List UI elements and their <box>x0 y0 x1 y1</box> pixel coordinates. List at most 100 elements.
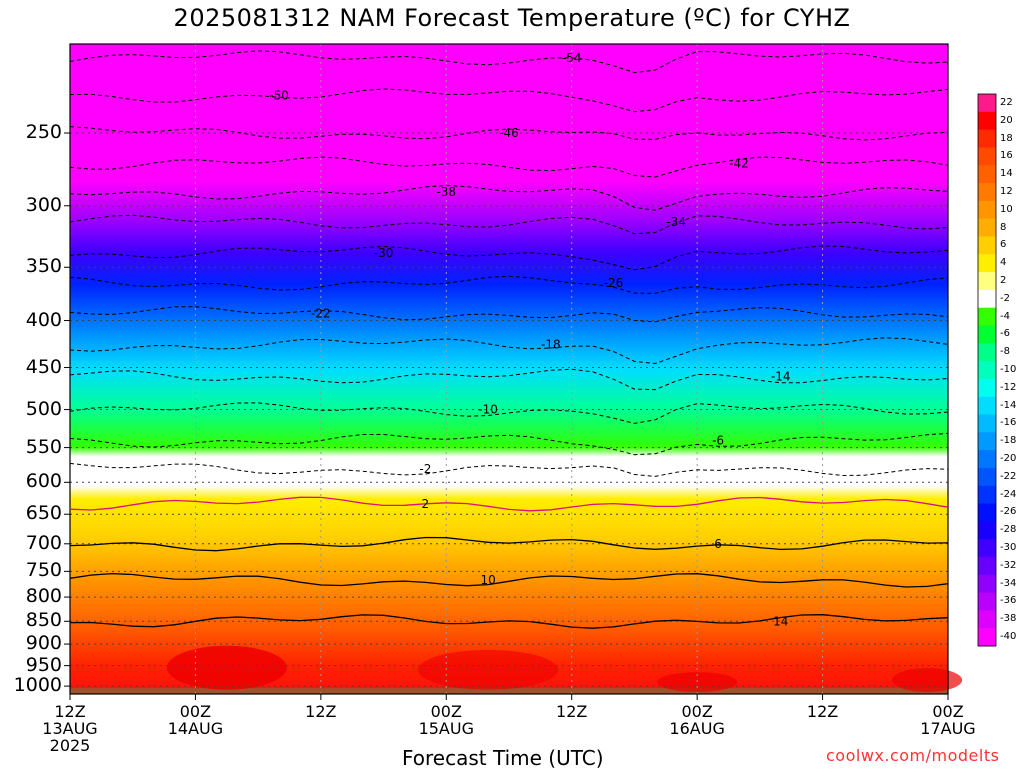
colorbar-swatch <box>978 592 996 611</box>
isotherm-line <box>69 88 949 113</box>
contour-label: 10 <box>480 573 495 587</box>
y-tick-label: 750 <box>25 559 62 582</box>
colorbar-label: -34 <box>1000 577 1017 589</box>
x-tick-label: 00Z <box>430 702 462 721</box>
y-tick-label: 350 <box>25 255 62 278</box>
colorbar-swatch <box>978 539 996 558</box>
colorbar-label: -20 <box>1000 453 1017 465</box>
isotherm-line <box>69 214 949 235</box>
colorbar-swatch <box>978 94 996 113</box>
warm-pocket <box>418 649 559 690</box>
chart-title: 2025081312 NAM Forecast Temperature (ºC)… <box>173 4 851 32</box>
colorbar-swatch <box>978 503 996 522</box>
colorbar-swatch <box>978 183 996 202</box>
warm-pocket <box>166 645 287 690</box>
isotherm-line <box>69 275 949 294</box>
colorbar-swatch <box>978 218 996 237</box>
x-tick-label: 12Z <box>54 702 86 721</box>
contour-label: -38 <box>436 185 456 199</box>
contour-label: -54 <box>562 51 582 65</box>
isotherm-line <box>69 245 949 271</box>
colorbar-label: -10 <box>1000 364 1017 375</box>
y-tick-label: 250 <box>25 121 62 144</box>
y-tick-label: 650 <box>25 502 62 525</box>
colorbar-label: -18 <box>1000 435 1017 447</box>
colorbar-label: -24 <box>1000 488 1017 500</box>
colorbar-swatch <box>978 432 996 451</box>
colorbar-label: 10 <box>1000 203 1013 215</box>
colorbar-swatch <box>978 628 996 647</box>
colorbar-label: -4 <box>1000 310 1010 322</box>
isotherm-line <box>69 126 949 141</box>
colorbar-swatch <box>978 450 996 469</box>
colorbar-swatch <box>978 200 996 220</box>
colorbar-label: -36 <box>1000 595 1017 607</box>
colorbar-swatch <box>978 361 996 380</box>
source-credit: coolwx.com/modelts <box>826 746 1000 765</box>
x-tick-label: 00Z <box>179 702 212 721</box>
isotherm-line <box>69 337 949 365</box>
colorbar-swatch <box>978 129 996 148</box>
colorbar-label: -30 <box>1000 542 1017 554</box>
contour-label: 14 <box>773 614 788 628</box>
x-tick-label: 12Z <box>806 702 839 721</box>
colorbar-label: -16 <box>1000 417 1017 429</box>
colorbar-label: 8 <box>1000 221 1007 233</box>
colorbar-swatch <box>978 147 996 166</box>
contour-label: -30 <box>374 246 394 260</box>
isotherm-line <box>69 156 949 178</box>
x-tick-label: 15AUG <box>418 719 474 738</box>
colorbar-swatch <box>978 111 996 131</box>
y-tick-label: 300 <box>25 193 62 216</box>
colorbar-label: -2 <box>1000 292 1010 304</box>
isotherm-line <box>69 572 949 588</box>
colorbar-label: -12 <box>1000 381 1017 393</box>
colorbar-label: 22 <box>1000 96 1013 108</box>
y-tick-label: 950 <box>25 653 62 676</box>
isotherm-line <box>69 368 949 391</box>
colorbar-swatch <box>978 396 996 416</box>
colorbar-swatch <box>978 343 996 362</box>
contour-label: -50 <box>269 88 289 102</box>
contour-label: -18 <box>541 338 561 352</box>
warm-pocket <box>657 672 738 693</box>
x-tick-label: 12Z <box>305 702 337 721</box>
contour-label: -34 <box>666 215 686 229</box>
colorbar-label: -38 <box>1000 613 1017 625</box>
colorbar-label: 20 <box>1000 114 1013 126</box>
temperature-field <box>70 44 948 694</box>
contour-label: -6 <box>712 433 724 447</box>
colorbar-label: 16 <box>1000 150 1013 162</box>
colorbar-swatch <box>978 254 996 273</box>
x-tick-label: 12Z <box>556 702 588 721</box>
colorbar-swatch <box>978 272 996 291</box>
colorbar-label: -22 <box>1000 470 1017 482</box>
colorbar-label: 12 <box>1000 185 1013 197</box>
colorbar-label: -40 <box>1000 631 1017 643</box>
contour-label: -46 <box>499 126 519 140</box>
colorbar-swatch <box>978 307 996 326</box>
colorbar-swatch <box>978 236 996 255</box>
colorbar-swatch <box>978 485 996 505</box>
contour-label: 2 <box>422 497 430 511</box>
contour-label: -22 <box>311 306 331 320</box>
plot-frame <box>69 43 949 695</box>
y-tick-label: 600 <box>25 470 62 493</box>
colorbar-label: -14 <box>1000 399 1017 411</box>
x-tick-label: 16AUG <box>669 719 725 738</box>
isotherm-line <box>69 402 949 424</box>
colorbar-swatch <box>978 521 996 540</box>
contour-label: -2 <box>419 462 431 476</box>
colorbar-swatch <box>978 378 996 398</box>
x-tick-label: 14AUG <box>167 719 224 738</box>
y-tick-label: 450 <box>25 355 62 378</box>
isotherm-line <box>69 306 949 323</box>
x-tick-label: 2025 <box>49 736 91 755</box>
y-tick-label: 700 <box>25 531 62 554</box>
contour-label: 6 <box>714 537 722 551</box>
contour-label: -10 <box>478 403 498 417</box>
y-tick-label: 500 <box>25 397 62 420</box>
colorbar-swatch <box>978 165 996 184</box>
colorbar-label: -32 <box>1000 559 1017 571</box>
